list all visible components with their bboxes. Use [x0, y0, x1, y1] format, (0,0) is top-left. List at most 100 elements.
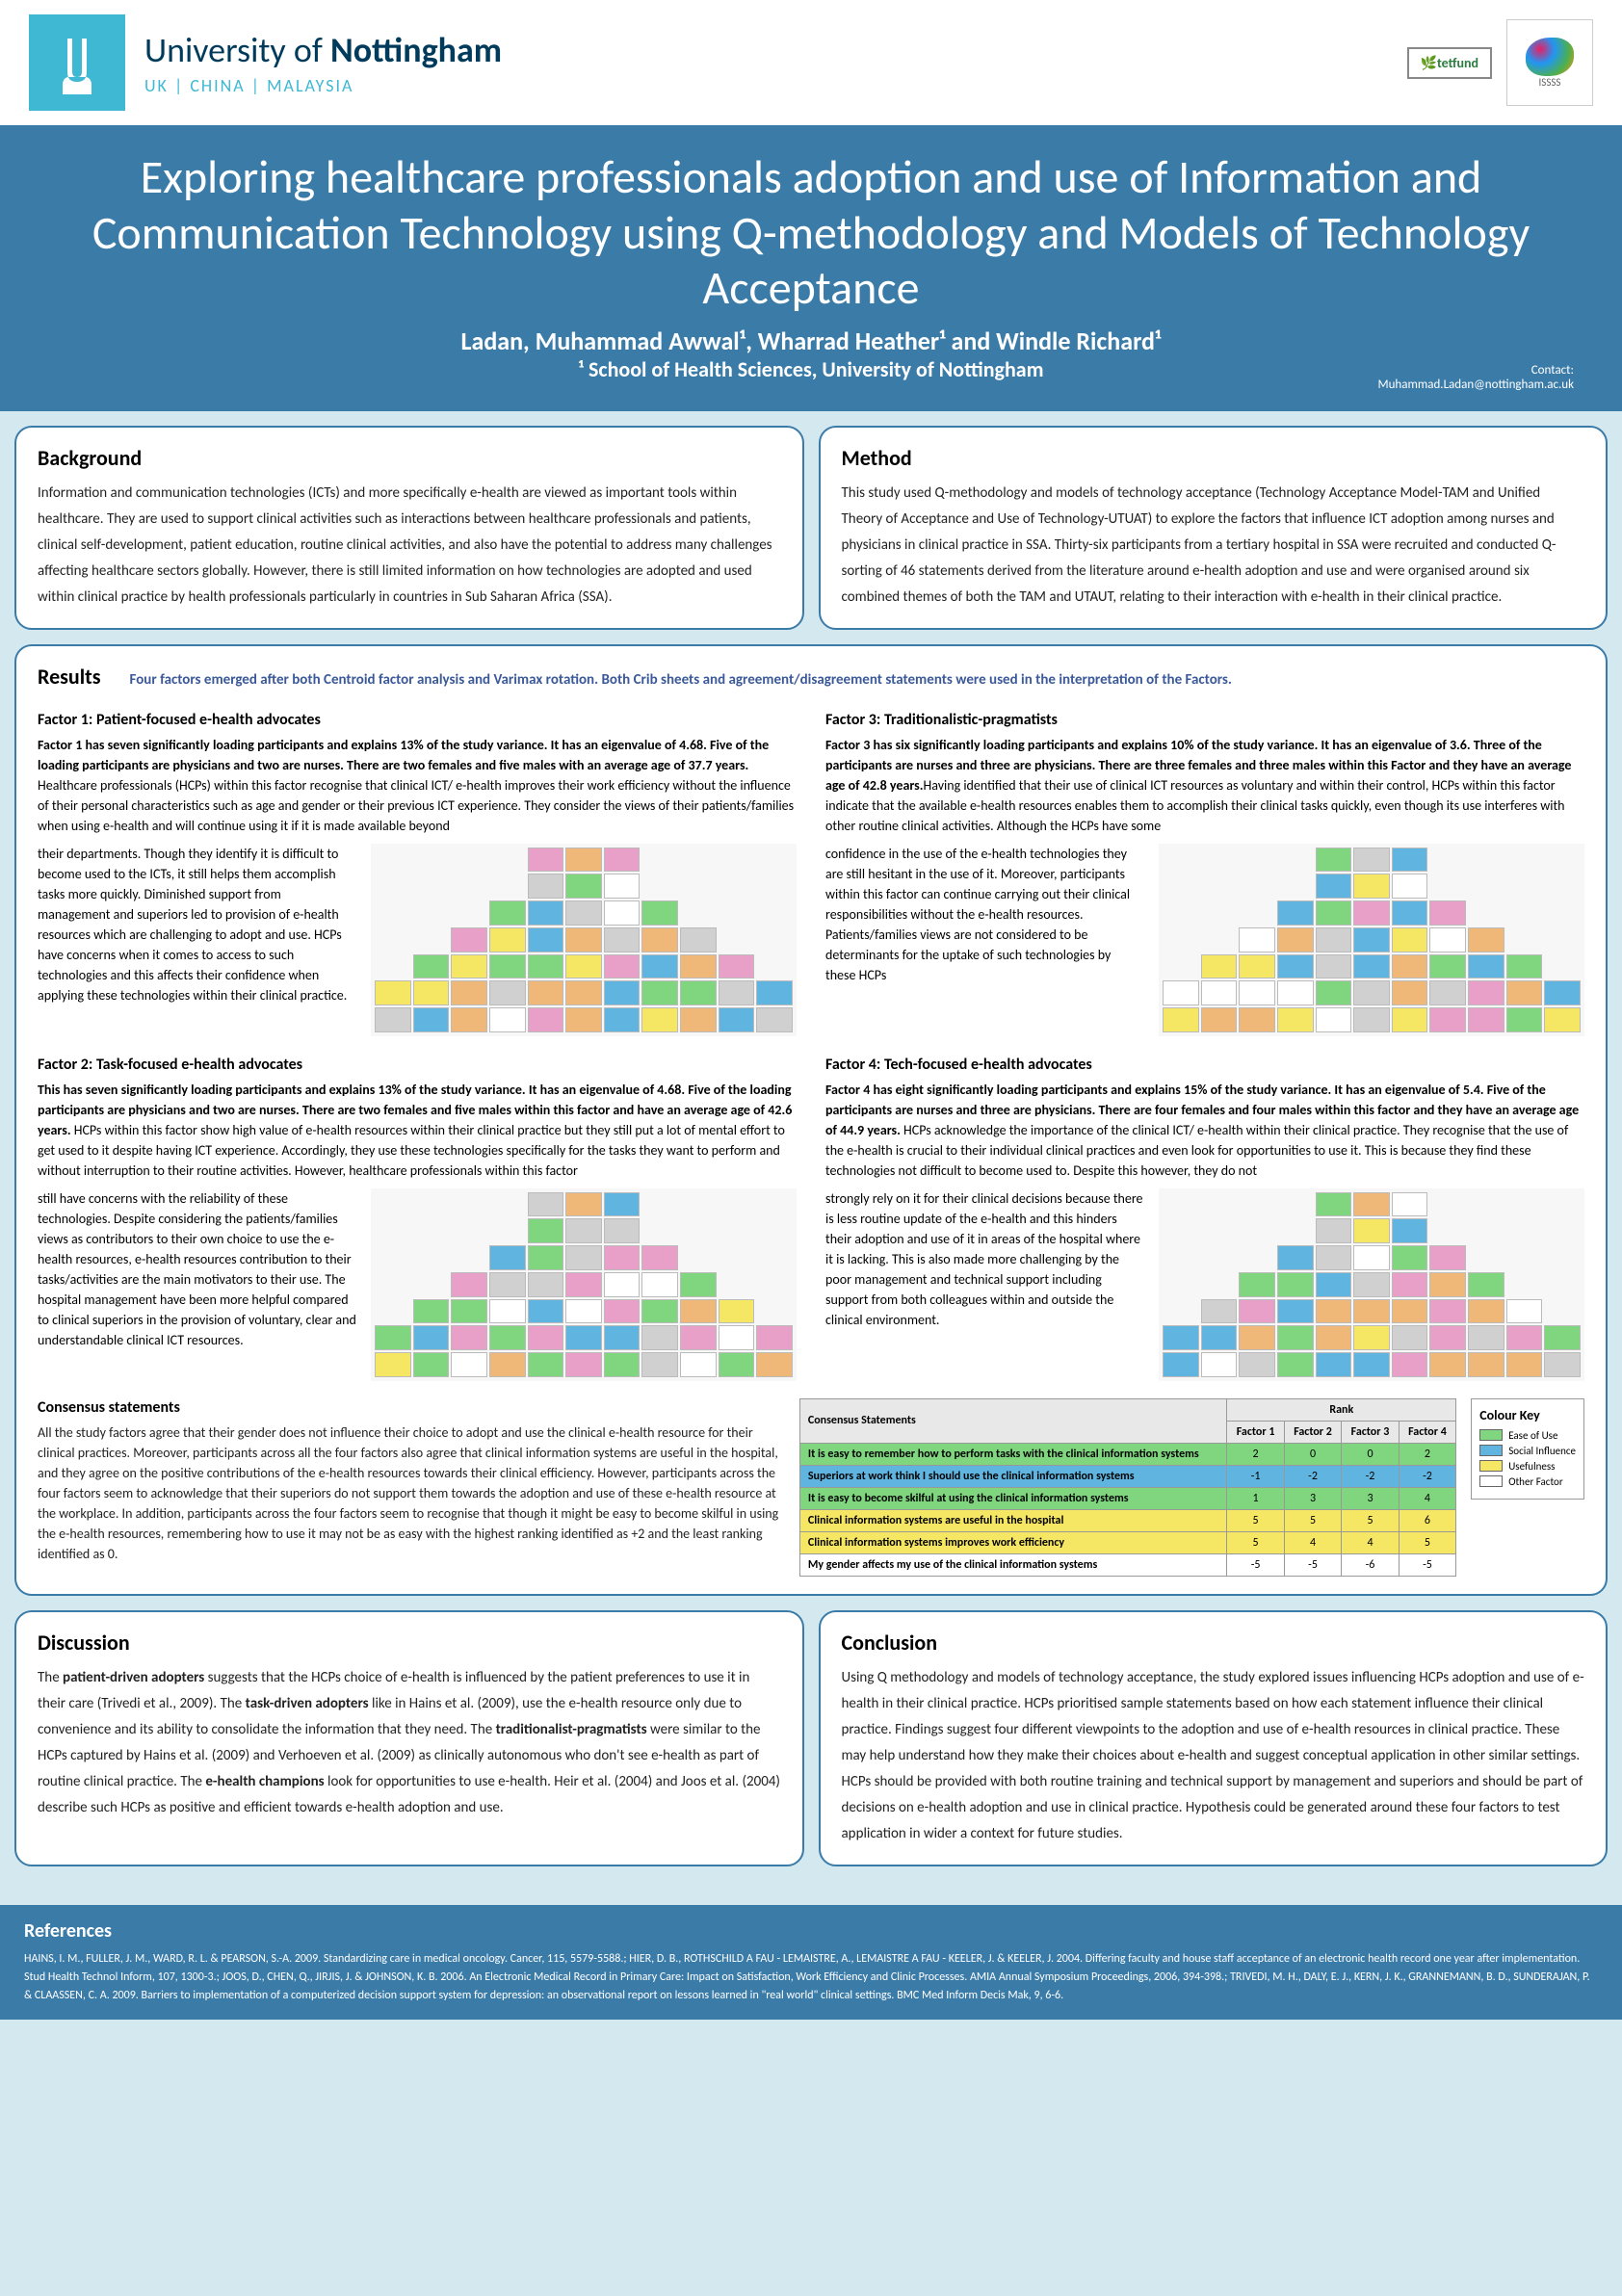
results-panel: Results Four factors emerged after both …	[14, 644, 1608, 1596]
references-panel: References HAINS, I. M., FULLER, J. M., …	[0, 1905, 1622, 2021]
discussion-heading: Discussion	[38, 1630, 781, 1656]
conclusion-text: Using Q methodology and models of techno…	[842, 1665, 1585, 1847]
table-row: My gender affects my use of the clinical…	[799, 1553, 1455, 1576]
table-cell: -5	[1227, 1553, 1284, 1576]
key-label: Ease of Use	[1508, 1429, 1557, 1442]
table-cell: 5	[1284, 1509, 1341, 1531]
table-row: Clinical information systems are useful …	[799, 1509, 1455, 1531]
factor-body: HCPs acknowledge the importance of the c…	[825, 1122, 1568, 1179]
poster-title: Exploring healthcare professionals adopt…	[39, 149, 1583, 316]
key-swatch	[1479, 1445, 1503, 1456]
authors: Ladan, Muhammad Awwal¹, Wharrad Heather¹…	[39, 326, 1583, 356]
results-subheading: Four factors emerged after both Centroid…	[130, 671, 1232, 689]
uni-bold: Nottingham	[330, 29, 502, 71]
isss-icon	[1526, 38, 1574, 76]
key-label: Usefulness	[1508, 1460, 1555, 1473]
key-swatch	[1479, 1475, 1503, 1487]
table-row: Clinical information systems improves wo…	[799, 1531, 1455, 1553]
uni-prefix: University of	[144, 29, 323, 71]
method-text: This study used Q-methodology and models…	[842, 481, 1585, 611]
table-cell: 6	[1399, 1509, 1456, 1531]
contact-email: Muhammad.Ladan@nottingham.ac.uk	[1377, 378, 1574, 392]
references-text: HAINS, I. M., FULLER, J. M., WARD, R. L.…	[24, 1950, 1598, 2006]
factor-body: Healthcare professionals (HCPs) within t…	[38, 777, 794, 834]
table-cell: -2	[1284, 1465, 1341, 1487]
references-heading: References	[24, 1919, 1598, 1943]
table-cell: -5	[1284, 1553, 1341, 1576]
campuses: UK | CHINA | MALAYSIA	[144, 75, 1407, 96]
table-statement: Superiors at work think I should use the…	[799, 1465, 1226, 1487]
table-statement: It is easy to remember how to perform ta…	[799, 1443, 1226, 1465]
table-col: Factor 2	[1284, 1421, 1341, 1443]
uni-logo	[29, 14, 125, 111]
table-row: It is easy to become skilful at using th…	[799, 1487, 1455, 1509]
table-cell: 4	[1284, 1531, 1341, 1553]
discussion-text: The patient-driven adopters suggests tha…	[38, 1665, 781, 1821]
contact-label: Contact:	[1531, 363, 1574, 378]
qsort-grid	[1159, 1188, 1584, 1381]
factor-cont: still have concerns with the reliability…	[38, 1188, 356, 1381]
background-text: Information and communication technologi…	[38, 481, 781, 611]
method-panel: Method This study used Q-methodology and…	[819, 426, 1609, 630]
table-header-rank: Rank	[1227, 1398, 1456, 1421]
table-cell: -2	[1399, 1465, 1456, 1487]
qsort-grid	[1159, 844, 1584, 1036]
factor-body: Having identified that their use of clin…	[825, 777, 1565, 834]
factor-cont: confidence in the use of the e-health te…	[825, 844, 1144, 1036]
table-statement: Clinical information systems are useful …	[799, 1509, 1226, 1531]
colour-key: Colour Key Ease of Use Social Influence Us…	[1471, 1398, 1584, 1500]
table-statement: My gender affects my use of the clinical…	[799, 1553, 1226, 1576]
factor-body: HCPs within this factor show high value …	[38, 1122, 785, 1179]
isss-text: ISSSS	[1539, 76, 1561, 89]
key-item: Ease of Use	[1479, 1429, 1576, 1442]
table-cell: -6	[1342, 1553, 1399, 1576]
table-cell: 5	[1342, 1509, 1399, 1531]
title-band: Exploring healthcare professionals adopt…	[0, 125, 1622, 411]
key-item: Other Factor	[1479, 1475, 1576, 1488]
table-col: Factor 3	[1342, 1421, 1399, 1443]
table-cell: 5	[1399, 1531, 1456, 1553]
factor-cont: strongly rely on it for their clinical d…	[825, 1188, 1144, 1381]
table-statement: It is easy to become skilful at using th…	[799, 1487, 1226, 1509]
discussion-panel: Discussion The patient-driven adopters s…	[14, 1610, 804, 1866]
table-cell: -1	[1227, 1465, 1284, 1487]
table-row: It is easy to remember how to perform ta…	[799, 1443, 1455, 1465]
table-cell: 5	[1227, 1531, 1284, 1553]
factor-block: Factor 2: Task-focused e-health advocate…	[38, 1056, 797, 1381]
background-heading: Background	[38, 445, 781, 471]
qsort-grid	[371, 844, 797, 1036]
key-label: Other Factor	[1508, 1475, 1562, 1488]
key-label: Social Influence	[1508, 1445, 1576, 1457]
consensus-text: All the study factors agree that their g…	[38, 1422, 780, 1564]
table-cell: -5	[1399, 1553, 1456, 1576]
key-item: Usefulness	[1479, 1460, 1576, 1473]
key-heading: Colour Key	[1479, 1407, 1576, 1423]
table-cell: 0	[1342, 1443, 1399, 1465]
key-item: Social Influence	[1479, 1445, 1576, 1457]
factor-block: Factor 4: Tech-focused e-health advocate…	[825, 1056, 1584, 1381]
table-cell: 4	[1399, 1487, 1456, 1509]
table-cell: 4	[1342, 1531, 1399, 1553]
factor-title: Factor 4: Tech-focused e-health advocate…	[825, 1056, 1584, 1074]
factor-title: Factor 3: Traditionalistic-pragmatists	[825, 711, 1584, 729]
factor-cont: their departments. Though they identify …	[38, 844, 356, 1036]
table-header-statements: Consensus Statements	[799, 1398, 1226, 1443]
conclusion-panel: Conclusion Using Q methodology and model…	[819, 1610, 1609, 1866]
factor-block: Factor 1: Patient-focused e-health advoc…	[38, 711, 797, 1036]
table-cell: 0	[1284, 1443, 1341, 1465]
table-statement: Clinical information systems improves wo…	[799, 1531, 1226, 1553]
qsort-grid	[371, 1188, 797, 1381]
table-cell: 5	[1227, 1509, 1284, 1531]
consensus-block: Consensus statements All the study facto…	[38, 1398, 780, 1577]
table-row: Superiors at work think I should use the…	[799, 1465, 1455, 1487]
table-cell: 3	[1284, 1487, 1341, 1509]
header: University of Nottingham UK | CHINA | MA…	[0, 0, 1622, 125]
results-heading: Results	[38, 664, 101, 690]
factor-title: Factor 1: Patient-focused e-health advoc…	[38, 711, 797, 729]
conclusion-heading: Conclusion	[842, 1630, 1585, 1656]
method-heading: Method	[842, 445, 1585, 471]
table-col: Factor 4	[1399, 1421, 1456, 1443]
table-cell: 1	[1227, 1487, 1284, 1509]
consensus-heading: Consensus statements	[38, 1398, 780, 1417]
table-cell: 3	[1342, 1487, 1399, 1509]
